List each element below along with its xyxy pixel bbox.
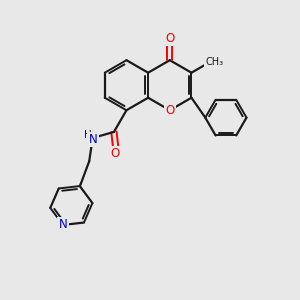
- Text: O: O: [165, 32, 174, 45]
- Text: O: O: [110, 147, 119, 161]
- Text: CH₃: CH₃: [206, 57, 224, 68]
- Text: H: H: [84, 130, 92, 140]
- Text: N: N: [89, 133, 98, 146]
- Text: O: O: [165, 104, 174, 117]
- Text: N: N: [58, 218, 67, 231]
